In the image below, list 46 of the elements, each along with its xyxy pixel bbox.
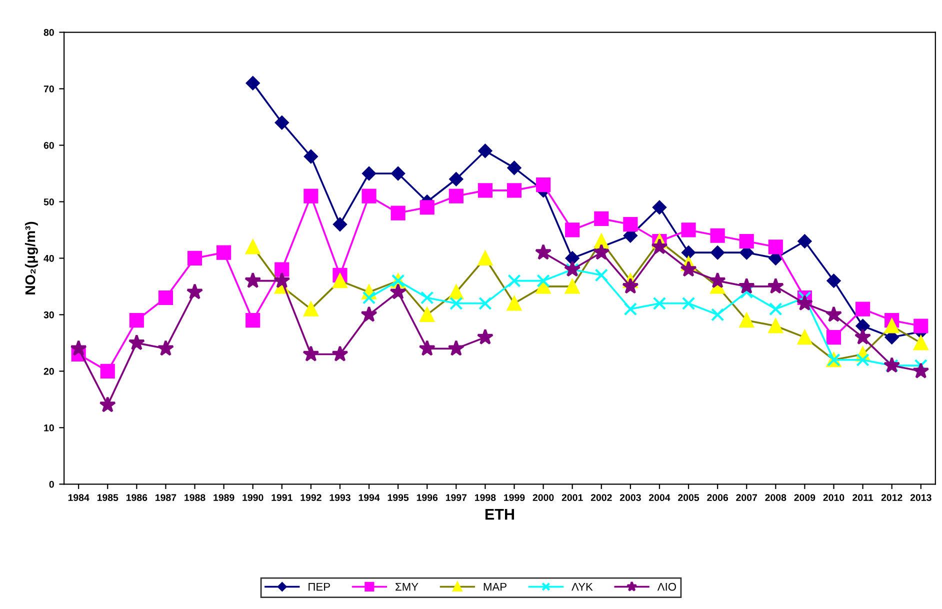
y-tick-label: 80	[44, 29, 54, 36]
legend-label: ΜΑΡ	[484, 582, 506, 591]
y-tick-label: 20	[44, 368, 54, 375]
y-tick-label: 30	[44, 311, 54, 318]
x-tick-label: 2005	[678, 494, 700, 502]
x-tick-label: 1991	[272, 494, 292, 502]
x-tick-label: 2000	[532, 494, 554, 502]
x-tick-label: 1998	[475, 494, 496, 502]
x-tick-label: 2012	[881, 494, 902, 502]
x-tick-label: 2003	[620, 494, 641, 502]
x-tick-label: 2007	[736, 494, 757, 502]
x-tick-label: 1995	[388, 494, 409, 502]
y-tick-label: 70	[44, 85, 54, 92]
x-tick-label: 2009	[794, 494, 816, 502]
x-tick-label: 1997	[446, 494, 467, 502]
y-tick-label: 40	[44, 254, 54, 262]
x-tick-label: 1999	[504, 494, 525, 502]
x-tick-label: 2011	[852, 494, 874, 502]
x-tick-label: 2008	[765, 494, 786, 502]
legend-label: ΠΕΡ	[308, 582, 330, 591]
x-tick-label: 1987	[156, 494, 176, 502]
y-tick-label: 10	[44, 424, 54, 432]
x-tick-label: 2002	[590, 494, 612, 502]
x-tick-label: 2001	[562, 494, 583, 502]
x-tick-label: 1994	[358, 494, 380, 502]
x-axis-title: ΕΤΗ	[485, 509, 514, 520]
legend-label: ΛΙΟ	[657, 582, 676, 591]
x-tick-label: 2013	[910, 494, 932, 502]
x-tick-label: 1996	[416, 494, 438, 502]
x-tick-label: 1993	[330, 494, 350, 502]
x-tick-label: 1992	[300, 494, 322, 502]
y-tick-label: 50	[44, 198, 54, 206]
y-axis-title: NO₂(μg/m³)	[24, 222, 38, 294]
y-tick-label: 60	[44, 142, 54, 149]
x-tick-label: 1989	[214, 494, 234, 502]
x-tick-label: 1990	[242, 494, 264, 502]
x-tick-label: 2010	[823, 494, 844, 502]
x-tick-label: 1985	[97, 494, 118, 502]
x-tick-label: 1988	[184, 494, 206, 502]
legend-label: ΛΥΚ	[572, 582, 593, 591]
x-tick-label: 1984	[68, 494, 90, 502]
legend-label: ΣΜΥ	[396, 582, 418, 591]
x-tick-label: 2006	[707, 494, 728, 502]
x-tick-label: 2004	[649, 494, 670, 502]
y-tick-label: 0	[49, 480, 54, 488]
x-tick-label: 1986	[126, 494, 148, 502]
